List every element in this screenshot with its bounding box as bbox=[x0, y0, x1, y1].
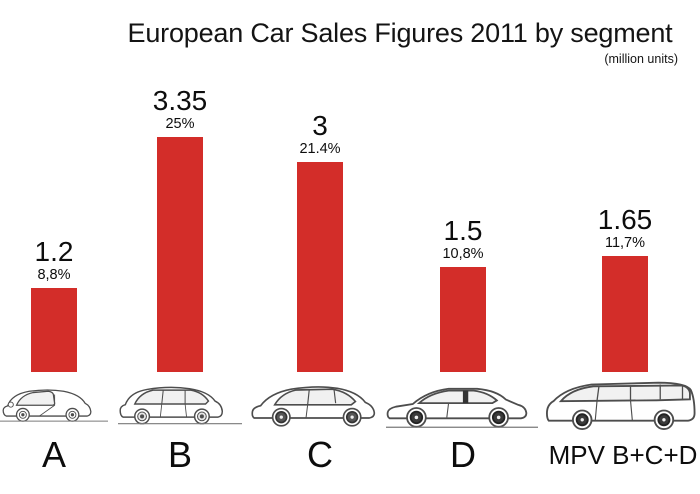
bar-segment-c bbox=[297, 162, 343, 372]
segment-label-a: A bbox=[41, 434, 66, 475]
bar-column-d: 1.5 10,8% bbox=[398, 216, 528, 372]
sedan-car-icon bbox=[386, 378, 538, 430]
supermini-car-icon bbox=[118, 378, 242, 430]
bar-column-c: 3 21.4% bbox=[255, 111, 385, 372]
bar-column-mpv: 1.65 11,7% bbox=[560, 205, 690, 372]
bar-segment-b bbox=[157, 137, 203, 372]
value-label: 3.35 bbox=[152, 85, 208, 116]
value-label: 1.5 bbox=[443, 215, 483, 246]
city-car-icon bbox=[0, 378, 108, 430]
bar-segment-mpv bbox=[602, 256, 648, 372]
percent-label: 10,8% bbox=[442, 246, 484, 262]
value-label: 1.2 bbox=[34, 236, 74, 267]
page-title: European Car Sales Figures 2011 by segme… bbox=[127, 18, 673, 48]
percent-label: 8,8% bbox=[37, 267, 71, 283]
percent-label: 21.4% bbox=[299, 141, 341, 157]
bar-segment-a bbox=[31, 288, 77, 372]
bar-column-b: 3.35 25% bbox=[115, 86, 245, 372]
segment-label-mpv: MPV B+C+D bbox=[548, 440, 698, 470]
units-note: (million units) bbox=[604, 52, 678, 66]
percent-label: 11,7% bbox=[604, 235, 646, 251]
segment-label-b: B bbox=[167, 434, 192, 475]
compact-hatchback-icon bbox=[250, 378, 390, 430]
segment-label-d: D bbox=[450, 434, 476, 475]
percent-label: 25% bbox=[165, 116, 195, 132]
bar-segment-mpv bbox=[440, 267, 486, 372]
value-label: 3 bbox=[312, 110, 328, 141]
value-label: 1.65 bbox=[597, 204, 653, 235]
segment-label-c: C bbox=[307, 434, 333, 475]
bar-column-a: 1.2 8,8% bbox=[0, 237, 119, 372]
mpv-minivan-icon bbox=[544, 378, 700, 430]
